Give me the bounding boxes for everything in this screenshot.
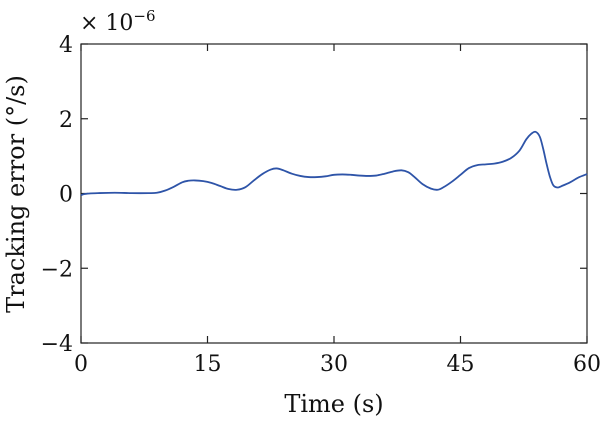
x-tick-label: 45 [447,352,475,377]
y-tick-label: 4 [59,33,73,58]
exponent-label: × 10−6 [80,7,156,36]
x-tick-label: 60 [573,352,600,377]
series-group [80,130,588,197]
y-axis-tick-labels: −4 −2 0 2 4 [41,33,73,357]
x-axis-tick-labels: 0 15 30 45 60 [74,352,600,377]
exponent-power: −6 [133,7,155,25]
x-tick-label: 30 [320,352,348,377]
y-tick-label: −4 [41,332,73,357]
x-axis-ticks [80,44,588,343]
x-tick-label: 15 [194,352,222,377]
y-axis-title: Tracking error (°/s) [2,75,30,313]
y-axis-ticks [81,43,587,344]
y-tick-label: 0 [59,183,73,208]
x-axis-title: Time (s) [284,390,383,418]
y-tick-label: 2 [59,108,73,133]
x-tick-label: 0 [74,352,88,377]
series-line [80,130,588,197]
exponent-prefix: × 10 [80,11,133,36]
y-tick-label: −2 [41,257,73,282]
